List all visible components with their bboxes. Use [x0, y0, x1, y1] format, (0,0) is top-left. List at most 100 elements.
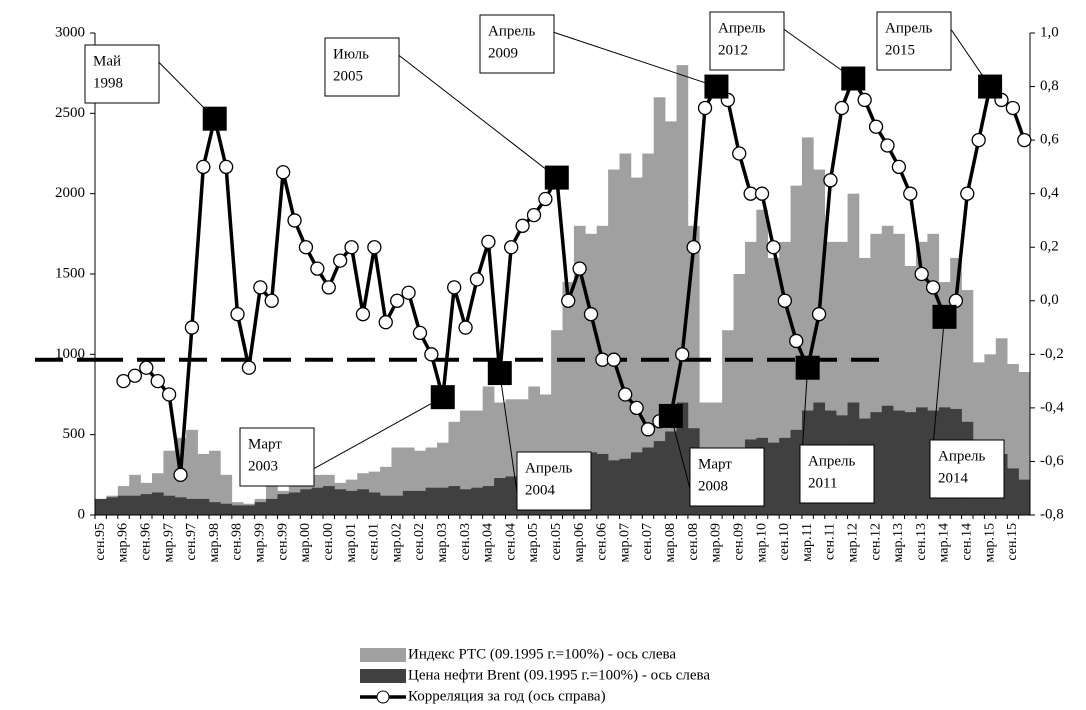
- bar: [163, 495, 176, 515]
- bar: [870, 412, 883, 515]
- x-tick-label: мар.04: [481, 523, 496, 562]
- annotation: Июль 2005: [324, 37, 569, 190]
- bar: [209, 502, 221, 515]
- legend-label: Цена нефти Brent (09.1995 г.=100%) - ось…: [408, 667, 710, 683]
- x-tick-label: мар.98: [207, 523, 222, 562]
- annotation-text: 2003: [248, 458, 278, 474]
- annotation: Март 2003: [239, 385, 455, 487]
- annotation-text: Апрель: [525, 460, 573, 476]
- bar: [323, 486, 335, 515]
- bar: [95, 498, 107, 515]
- bar: [391, 495, 404, 515]
- x-tick-label: мар.15: [982, 523, 997, 562]
- bar: [596, 225, 609, 516]
- bar: [551, 330, 563, 515]
- correlation-point: [789, 333, 804, 349]
- bar: [904, 412, 917, 515]
- bar: [414, 490, 426, 515]
- bar: [402, 447, 415, 515]
- bar: [790, 185, 803, 515]
- x-tick-label: мар.99: [253, 523, 268, 562]
- correlation-point: [504, 240, 519, 255]
- correlation-point: [583, 307, 599, 322]
- x-tick-label: мар.05: [526, 523, 541, 562]
- bar: [459, 410, 472, 515]
- correlation-point: [526, 207, 542, 223]
- y-tick-label: 1500: [55, 265, 85, 281]
- bar: [448, 421, 461, 515]
- correlation-point: [811, 307, 827, 322]
- x-tick-label: сен.14: [960, 523, 975, 561]
- bar: [402, 490, 415, 515]
- annotation: Апрель 2009: [479, 14, 729, 99]
- annotation-leader: [670, 415, 691, 489]
- bar: [448, 486, 461, 515]
- correlation-point: [903, 186, 918, 201]
- bar: [972, 362, 985, 515]
- correlation-point: [914, 266, 929, 282]
- bar: [984, 354, 997, 515]
- annotation-marker: [544, 165, 569, 190]
- annotation-text: Апрель: [718, 20, 766, 36]
- bar: [345, 490, 358, 515]
- y2-tick-label: 1,0: [1040, 24, 1059, 40]
- annotation-box: [876, 11, 952, 71]
- correlation-point: [971, 132, 986, 148]
- bar: [197, 498, 210, 515]
- correlation-point: [834, 100, 850, 116]
- bar: [767, 257, 780, 515]
- correlation-point: [390, 293, 405, 308]
- annotation-text: Март: [698, 456, 732, 472]
- bar: [722, 330, 734, 515]
- y-tick-label: 2500: [55, 105, 85, 121]
- annotation-leader: [398, 55, 558, 178]
- annotation-text: 1998: [93, 75, 123, 91]
- bar: [459, 489, 472, 515]
- legend-label: Корреляция за год (ось справа): [408, 688, 606, 704]
- x-tick-label: сен.98: [230, 523, 245, 561]
- bar: [744, 241, 757, 515]
- bar: [881, 405, 894, 515]
- annotation-leader: [553, 31, 717, 88]
- legend-label: Индекс РТС (09.1995 г.=100%) - ось слева: [408, 646, 676, 662]
- correlation-point: [378, 315, 393, 330]
- bar: [1007, 363, 1019, 515]
- bar: [186, 429, 198, 515]
- x-tick-label: сен.97: [184, 523, 199, 561]
- correlation-point: [823, 173, 838, 188]
- bar: [300, 489, 312, 515]
- correlation-point: [253, 280, 268, 295]
- bar: [129, 474, 141, 515]
- correlation-point: [173, 467, 188, 482]
- bar: [437, 487, 449, 515]
- x-tick-label: мар.10: [754, 523, 769, 562]
- annotation-box: [709, 11, 785, 71]
- bar: [471, 410, 483, 515]
- annotation: Апрель 2015: [876, 11, 1003, 99]
- legend-swatch: [360, 648, 406, 662]
- correlation-point: [481, 234, 496, 250]
- bar: [220, 474, 233, 515]
- x-tick-label: мар.13: [891, 523, 906, 562]
- annotation-text: Июль: [333, 46, 369, 62]
- bar: [197, 453, 210, 515]
- annotation-marker: [658, 403, 683, 428]
- bar: [129, 495, 141, 515]
- y2-tick-label: 0,4: [1040, 185, 1059, 201]
- annotation-box: [84, 44, 160, 104]
- x-tick-label: сен.10: [777, 523, 792, 561]
- bar: [391, 447, 404, 515]
- correlation-point: [424, 347, 439, 362]
- bar: [881, 225, 894, 516]
- bar: [494, 478, 506, 515]
- annotation-text: 2014: [938, 470, 969, 486]
- x-tick-label: мар.08: [663, 523, 678, 562]
- bar: [1018, 479, 1031, 515]
- bar: [596, 453, 609, 515]
- bar: [140, 494, 153, 515]
- correlation-point: [139, 360, 154, 375]
- bar: [665, 121, 677, 515]
- bar: [893, 233, 905, 516]
- annotation-marker: [978, 74, 1003, 99]
- correlation-point: [515, 218, 530, 233]
